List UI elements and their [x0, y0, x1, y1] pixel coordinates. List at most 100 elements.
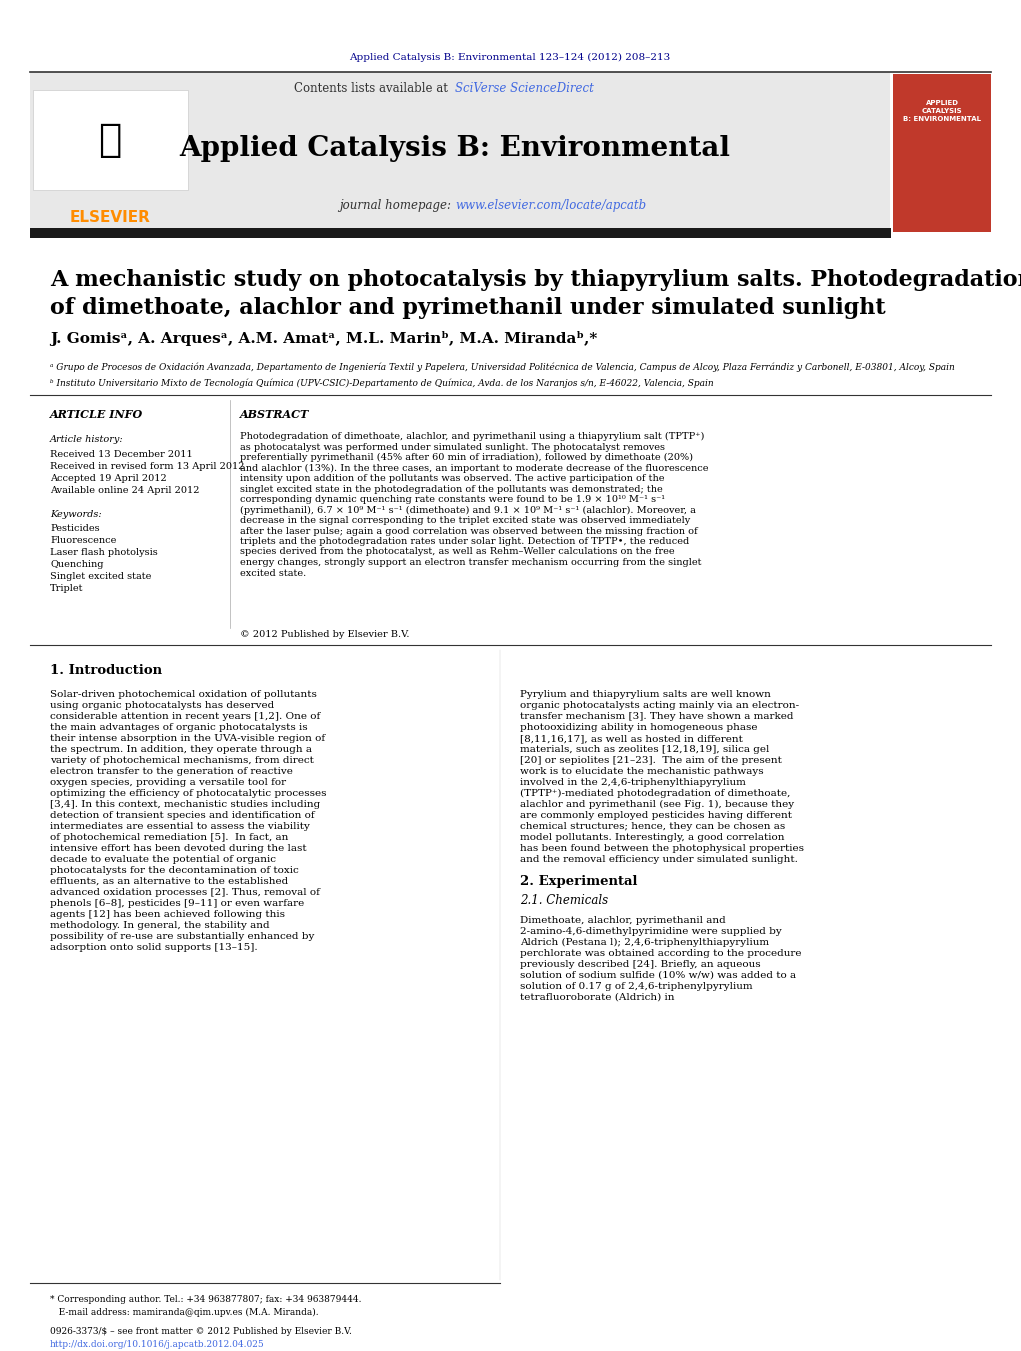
Text: considerable attention in recent years [1,2]. One of: considerable attention in recent years […	[50, 712, 321, 721]
Text: intensive effort has been devoted during the last: intensive effort has been devoted during…	[50, 844, 306, 852]
Text: intensity upon addition of the pollutants was observed. The active participation: intensity upon addition of the pollutant…	[240, 474, 665, 484]
Text: effluents, as an alternative to the established: effluents, as an alternative to the esta…	[50, 877, 288, 886]
Text: http://dx.doi.org/10.1016/j.apcatb.2012.04.025: http://dx.doi.org/10.1016/j.apcatb.2012.…	[50, 1340, 264, 1350]
Text: detection of transient species and identification of: detection of transient species and ident…	[50, 811, 314, 820]
Text: Contents lists available at: Contents lists available at	[294, 81, 455, 95]
Text: ARTICLE INFO: ARTICLE INFO	[50, 409, 143, 420]
Text: as photocatalyst was performed under simulated sunlight. The photocatalyst remov: as photocatalyst was performed under sim…	[240, 443, 665, 451]
Text: 1. Introduction: 1. Introduction	[50, 663, 162, 677]
Text: Keywords:: Keywords:	[50, 509, 102, 519]
Text: APPLIED
CATALYSIS
B: ENVIRONMENTAL: APPLIED CATALYSIS B: ENVIRONMENTAL	[903, 100, 981, 122]
Text: perchlorate was obtained according to the procedure: perchlorate was obtained according to th…	[520, 948, 801, 958]
Text: triplets and the photodegradation rates under solar light. Detection of TPTP•, t: triplets and the photodegradation rates …	[240, 536, 689, 546]
Text: 0926-3373/$ – see front matter © 2012 Published by Elsevier B.V.: 0926-3373/$ – see front matter © 2012 Pu…	[50, 1327, 352, 1336]
Text: solution of sodium sulfide (10% w/w) was added to a: solution of sodium sulfide (10% w/w) was…	[520, 971, 796, 979]
Text: electron transfer to the generation of reactive: electron transfer to the generation of r…	[50, 767, 293, 775]
Text: Applied Catalysis B: Environmental 123–124 (2012) 208–213: Applied Catalysis B: Environmental 123–1…	[349, 53, 671, 62]
Text: has been found between the photophysical properties: has been found between the photophysical…	[520, 844, 804, 852]
Text: after the laser pulse; again a good correlation was observed between the missing: after the laser pulse; again a good corr…	[240, 527, 697, 535]
Text: agents [12] has been achieved following this: agents [12] has been achieved following …	[50, 911, 285, 919]
Text: Singlet excited state: Singlet excited state	[50, 571, 151, 581]
Text: advanced oxidation processes [2]. Thus, removal of: advanced oxidation processes [2]. Thus, …	[50, 888, 320, 897]
Text: (TPTP⁺)-mediated photodegradation of dimethoate,: (TPTP⁺)-mediated photodegradation of dim…	[520, 789, 790, 798]
Text: possibility of re-use are substantially enhanced by: possibility of re-use are substantially …	[50, 932, 314, 942]
Text: [20] or sepiolites [21–23].  The aim of the present: [20] or sepiolites [21–23]. The aim of t…	[520, 757, 782, 765]
Text: optimizing the efficiency of photocatalytic processes: optimizing the efficiency of photocataly…	[50, 789, 327, 798]
Text: their intense absorption in the UVA-visible region of: their intense absorption in the UVA-visi…	[50, 734, 325, 743]
Text: materials, such as zeolites [12,18,19], silica gel: materials, such as zeolites [12,18,19], …	[520, 744, 770, 754]
Text: © 2012 Published by Elsevier B.V.: © 2012 Published by Elsevier B.V.	[240, 630, 409, 639]
Text: Triplet: Triplet	[50, 584, 84, 593]
Text: (pyrimethanil), 6.7 × 10⁹ M⁻¹ s⁻¹ (dimethoate) and 9.1 × 10⁹ M⁻¹ s⁻¹ (alachlor).: (pyrimethanil), 6.7 × 10⁹ M⁻¹ s⁻¹ (dimet…	[240, 505, 696, 515]
Text: and the removal efficiency under simulated sunlight.: and the removal efficiency under simulat…	[520, 855, 797, 865]
Text: Applied Catalysis B: Environmental: Applied Catalysis B: Environmental	[180, 135, 730, 162]
Text: Article history:: Article history:	[50, 435, 124, 444]
Text: and alachlor (13%). In the three cases, an important to moderate decrease of the: and alachlor (13%). In the three cases, …	[240, 463, 709, 473]
Text: Aldrich (Pestana l); 2,4,6-triphenylthiapyrylium: Aldrich (Pestana l); 2,4,6-triphenylthia…	[520, 938, 769, 947]
Text: Photodegradation of dimethoate, alachlor, and pyrimethanil using a thiapyrylium : Photodegradation of dimethoate, alachlor…	[240, 432, 704, 442]
Text: solution of 0.17 g of 2,4,6-triphenylpyrylium: solution of 0.17 g of 2,4,6-triphenylpyr…	[520, 982, 752, 992]
Text: intermediates are essential to assess the viability: intermediates are essential to assess th…	[50, 821, 310, 831]
Text: Pesticides: Pesticides	[50, 524, 100, 534]
Text: using organic photocatalysts has deserved: using organic photocatalysts has deserve…	[50, 701, 275, 711]
Text: of dimethoate, alachlor and pyrimethanil under simulated sunlight: of dimethoate, alachlor and pyrimethanil…	[50, 297, 885, 319]
Text: alachlor and pyrimethanil (see Fig. 1), because they: alachlor and pyrimethanil (see Fig. 1), …	[520, 800, 794, 809]
Text: www.elsevier.com/locate/apcatb: www.elsevier.com/locate/apcatb	[455, 200, 646, 212]
Text: previously described [24]. Briefly, an aqueous: previously described [24]. Briefly, an a…	[520, 961, 761, 969]
Text: tetrafluoroborate (Aldrich) in: tetrafluoroborate (Aldrich) in	[520, 993, 675, 1002]
Text: * Corresponding author. Tel.: +34 963877807; fax: +34 963879444.: * Corresponding author. Tel.: +34 963877…	[50, 1296, 361, 1304]
Text: involved in the 2,4,6-triphenylthiapyrylium: involved in the 2,4,6-triphenylthiapyryl…	[520, 778, 746, 788]
Text: journal homepage:: journal homepage:	[339, 200, 455, 212]
FancyBboxPatch shape	[30, 72, 890, 230]
Text: of photochemical remediation [5].  In fact, an: of photochemical remediation [5]. In fac…	[50, 834, 288, 842]
Text: oxygen species, providing a versatile tool for: oxygen species, providing a versatile to…	[50, 778, 286, 788]
Text: 2. Experimental: 2. Experimental	[520, 874, 637, 888]
Text: J. Gomisᵃ, A. Arquesᵃ, A.M. Amatᵃ, M.L. Marinᵇ, M.A. Mirandaᵇ,*: J. Gomisᵃ, A. Arquesᵃ, A.M. Amatᵃ, M.L. …	[50, 331, 597, 346]
Text: decrease in the signal corresponding to the triplet excited state was observed i: decrease in the signal corresponding to …	[240, 516, 690, 526]
Text: Accepted 19 April 2012: Accepted 19 April 2012	[50, 474, 166, 484]
FancyBboxPatch shape	[33, 91, 188, 190]
Text: transfer mechanism [3]. They have shown a marked: transfer mechanism [3]. They have shown …	[520, 712, 793, 721]
Text: 2.1. Chemicals: 2.1. Chemicals	[520, 894, 609, 908]
Text: photooxidizing ability in homogeneous phase: photooxidizing ability in homogeneous ph…	[520, 723, 758, 732]
Text: species derived from the photocatalyst, as well as Rehm–Weller calculations on t: species derived from the photocatalyst, …	[240, 547, 675, 557]
Text: [8,11,16,17], as well as hosted in different: [8,11,16,17], as well as hosted in diffe…	[520, 734, 743, 743]
Text: Available online 24 April 2012: Available online 24 April 2012	[50, 486, 199, 494]
Text: SciVerse ScienceDirect: SciVerse ScienceDirect	[455, 81, 594, 95]
Text: preferentially pyrimethanil (45% after 60 min of irradiation), followed by dimet: preferentially pyrimethanil (45% after 6…	[240, 453, 693, 462]
Text: Dimethoate, alachlor, pyrimethanil and: Dimethoate, alachlor, pyrimethanil and	[520, 916, 726, 925]
Text: ABSTRACT: ABSTRACT	[240, 409, 309, 420]
Text: organic photocatalysts acting mainly via an electron-: organic photocatalysts acting mainly via…	[520, 701, 799, 711]
Text: photocatalysts for the decontamination of toxic: photocatalysts for the decontamination o…	[50, 866, 299, 875]
Text: E-mail address: mamiranda@qim.upv.es (M.A. Miranda).: E-mail address: mamiranda@qim.upv.es (M.…	[50, 1308, 319, 1317]
Text: Fluorescence: Fluorescence	[50, 536, 116, 544]
Text: excited state.: excited state.	[240, 569, 306, 577]
Text: are commonly employed pesticides having different: are commonly employed pesticides having …	[520, 811, 792, 820]
Text: Received in revised form 13 April 2012: Received in revised form 13 April 2012	[50, 462, 244, 471]
Text: work is to elucidate the mechanistic pathways: work is to elucidate the mechanistic pat…	[520, 767, 764, 775]
Text: Laser flash photolysis: Laser flash photolysis	[50, 549, 158, 557]
Text: ᵃ Grupo de Procesos de Oxidación Avanzada, Departamento de Ingeniería Textil y P: ᵃ Grupo de Procesos de Oxidación Avanzad…	[50, 362, 955, 372]
Text: singlet excited state in the photodegradation of the pollutants was demonstrated: singlet excited state in the photodegrad…	[240, 485, 663, 493]
FancyBboxPatch shape	[893, 74, 991, 232]
Text: corresponding dynamic quenching rate constants were found to be 1.9 × 10¹⁰ M⁻¹ s: corresponding dynamic quenching rate con…	[240, 494, 665, 504]
Text: the main advantages of organic photocatalysts is: the main advantages of organic photocata…	[50, 723, 307, 732]
FancyBboxPatch shape	[30, 228, 891, 238]
Text: Solar-driven photochemical oxidation of pollutants: Solar-driven photochemical oxidation of …	[50, 690, 317, 698]
Text: the spectrum. In addition, they operate through a: the spectrum. In addition, they operate …	[50, 744, 312, 754]
Text: methodology. In general, the stability and: methodology. In general, the stability a…	[50, 921, 270, 929]
Text: ᵇ Instituto Universitario Mixto de Tecnología Química (UPV-CSIC)-Departamento de: ᵇ Instituto Universitario Mixto de Tecno…	[50, 378, 714, 388]
Text: energy changes, strongly support an electron transfer mechanism occurring from t: energy changes, strongly support an elec…	[240, 558, 701, 567]
Text: model pollutants. Interestingly, a good correlation: model pollutants. Interestingly, a good …	[520, 834, 784, 842]
Text: adsorption onto solid supports [13–15].: adsorption onto solid supports [13–15].	[50, 943, 257, 952]
Text: variety of photochemical mechanisms, from direct: variety of photochemical mechanisms, fro…	[50, 757, 313, 765]
Text: Received 13 December 2011: Received 13 December 2011	[50, 450, 193, 459]
Text: 2-amino-4,6-dimethylpyrimidine were supplied by: 2-amino-4,6-dimethylpyrimidine were supp…	[520, 927, 782, 936]
Text: 🌳: 🌳	[98, 122, 121, 159]
Text: ELSEVIER: ELSEVIER	[69, 211, 150, 226]
Text: phenols [6–8], pesticides [9–11] or even warfare: phenols [6–8], pesticides [9–11] or even…	[50, 898, 304, 908]
Text: [3,4]. In this context, mechanistic studies including: [3,4]. In this context, mechanistic stud…	[50, 800, 321, 809]
Text: Quenching: Quenching	[50, 561, 103, 569]
Text: Pyrylium and thiapyrylium salts are well known: Pyrylium and thiapyrylium salts are well…	[520, 690, 771, 698]
Text: A mechanistic study on photocatalysis by thiapyrylium salts. Photodegradation: A mechanistic study on photocatalysis by…	[50, 269, 1021, 290]
